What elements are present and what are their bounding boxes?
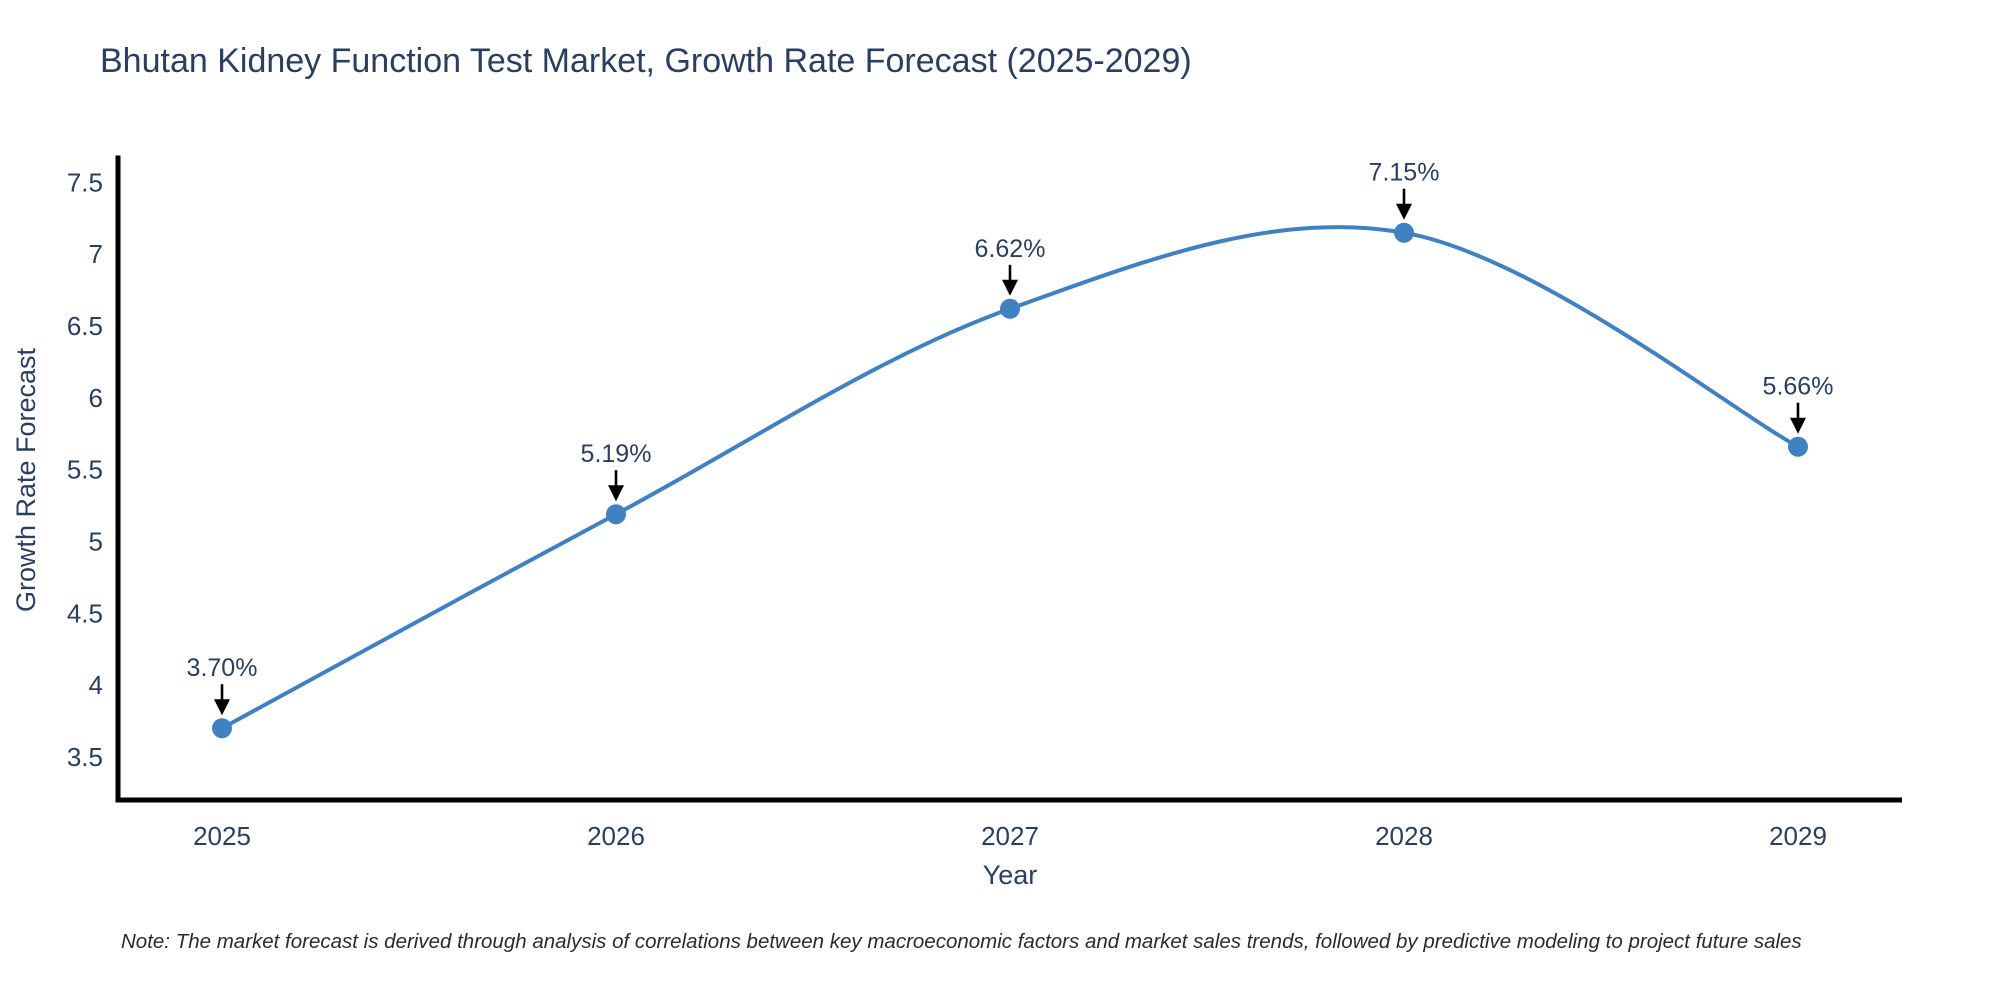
data-point-2025 (212, 718, 232, 739)
y-tick-label: 5 (89, 526, 103, 556)
y-tick-label: 3.5 (67, 742, 103, 772)
y-tick-label: 6.5 (67, 311, 103, 341)
x-tick-label: 2025 (193, 821, 251, 851)
chart-title: Bhutan Kidney Function Test Market, Grow… (100, 42, 1192, 80)
point-annotation-label: 6.62% (975, 235, 1046, 263)
annotation-arrowhead (1790, 417, 1806, 434)
point-annotation-label: 7.15% (1369, 159, 1440, 187)
y-tick-label: 6 (89, 383, 103, 413)
data-point-2026 (606, 504, 626, 525)
x-tick-label: 2029 (1769, 821, 1827, 851)
annotation-arrowhead (214, 699, 230, 716)
data-point-2029 (1788, 436, 1808, 457)
y-tick-label: 5.5 (67, 455, 103, 485)
point-annotation-label: 5.19% (581, 440, 652, 468)
x-axis-title: Year (982, 860, 1038, 890)
y-tick-label: 4 (89, 670, 103, 700)
data-point-2027 (1000, 298, 1020, 319)
y-axis-title: Growth Rate Forecast (11, 347, 41, 613)
data-point-2028 (1394, 222, 1414, 243)
point-annotation-label: 3.70% (187, 654, 258, 682)
point-annotation-label: 5.66% (1763, 373, 1834, 401)
annotation-arrowhead (1002, 279, 1018, 296)
y-tick-label: 4.5 (67, 598, 103, 628)
y-tick-label: 7.5 (67, 167, 103, 197)
annotation-arrowhead (1396, 203, 1412, 220)
x-tick-label: 2026 (587, 821, 645, 851)
x-tick-label: 2027 (981, 821, 1039, 851)
x-tick-label: 2028 (1375, 821, 1433, 851)
annotation-arrowhead (608, 485, 624, 502)
chart-note: Note: The market forecast is derived thr… (121, 930, 1802, 953)
y-tick-label: 7 (89, 239, 103, 269)
